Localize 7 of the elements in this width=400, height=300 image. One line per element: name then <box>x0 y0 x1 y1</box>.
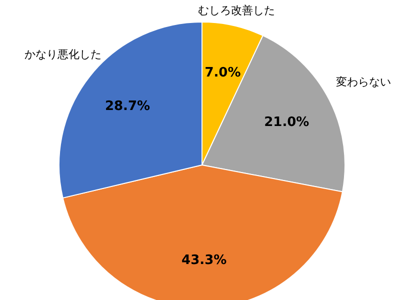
data-label: 21.0% <box>264 114 310 130</box>
data-label: 28.7% <box>104 99 150 114</box>
slice-label: 変わらない <box>336 76 391 89</box>
slice-label: かなり悪化した <box>24 48 102 61</box>
slice-label: むしろ改善した <box>198 4 275 18</box>
data-label: 7.0% <box>204 65 241 80</box>
data-label: 43.3% <box>182 252 227 268</box>
